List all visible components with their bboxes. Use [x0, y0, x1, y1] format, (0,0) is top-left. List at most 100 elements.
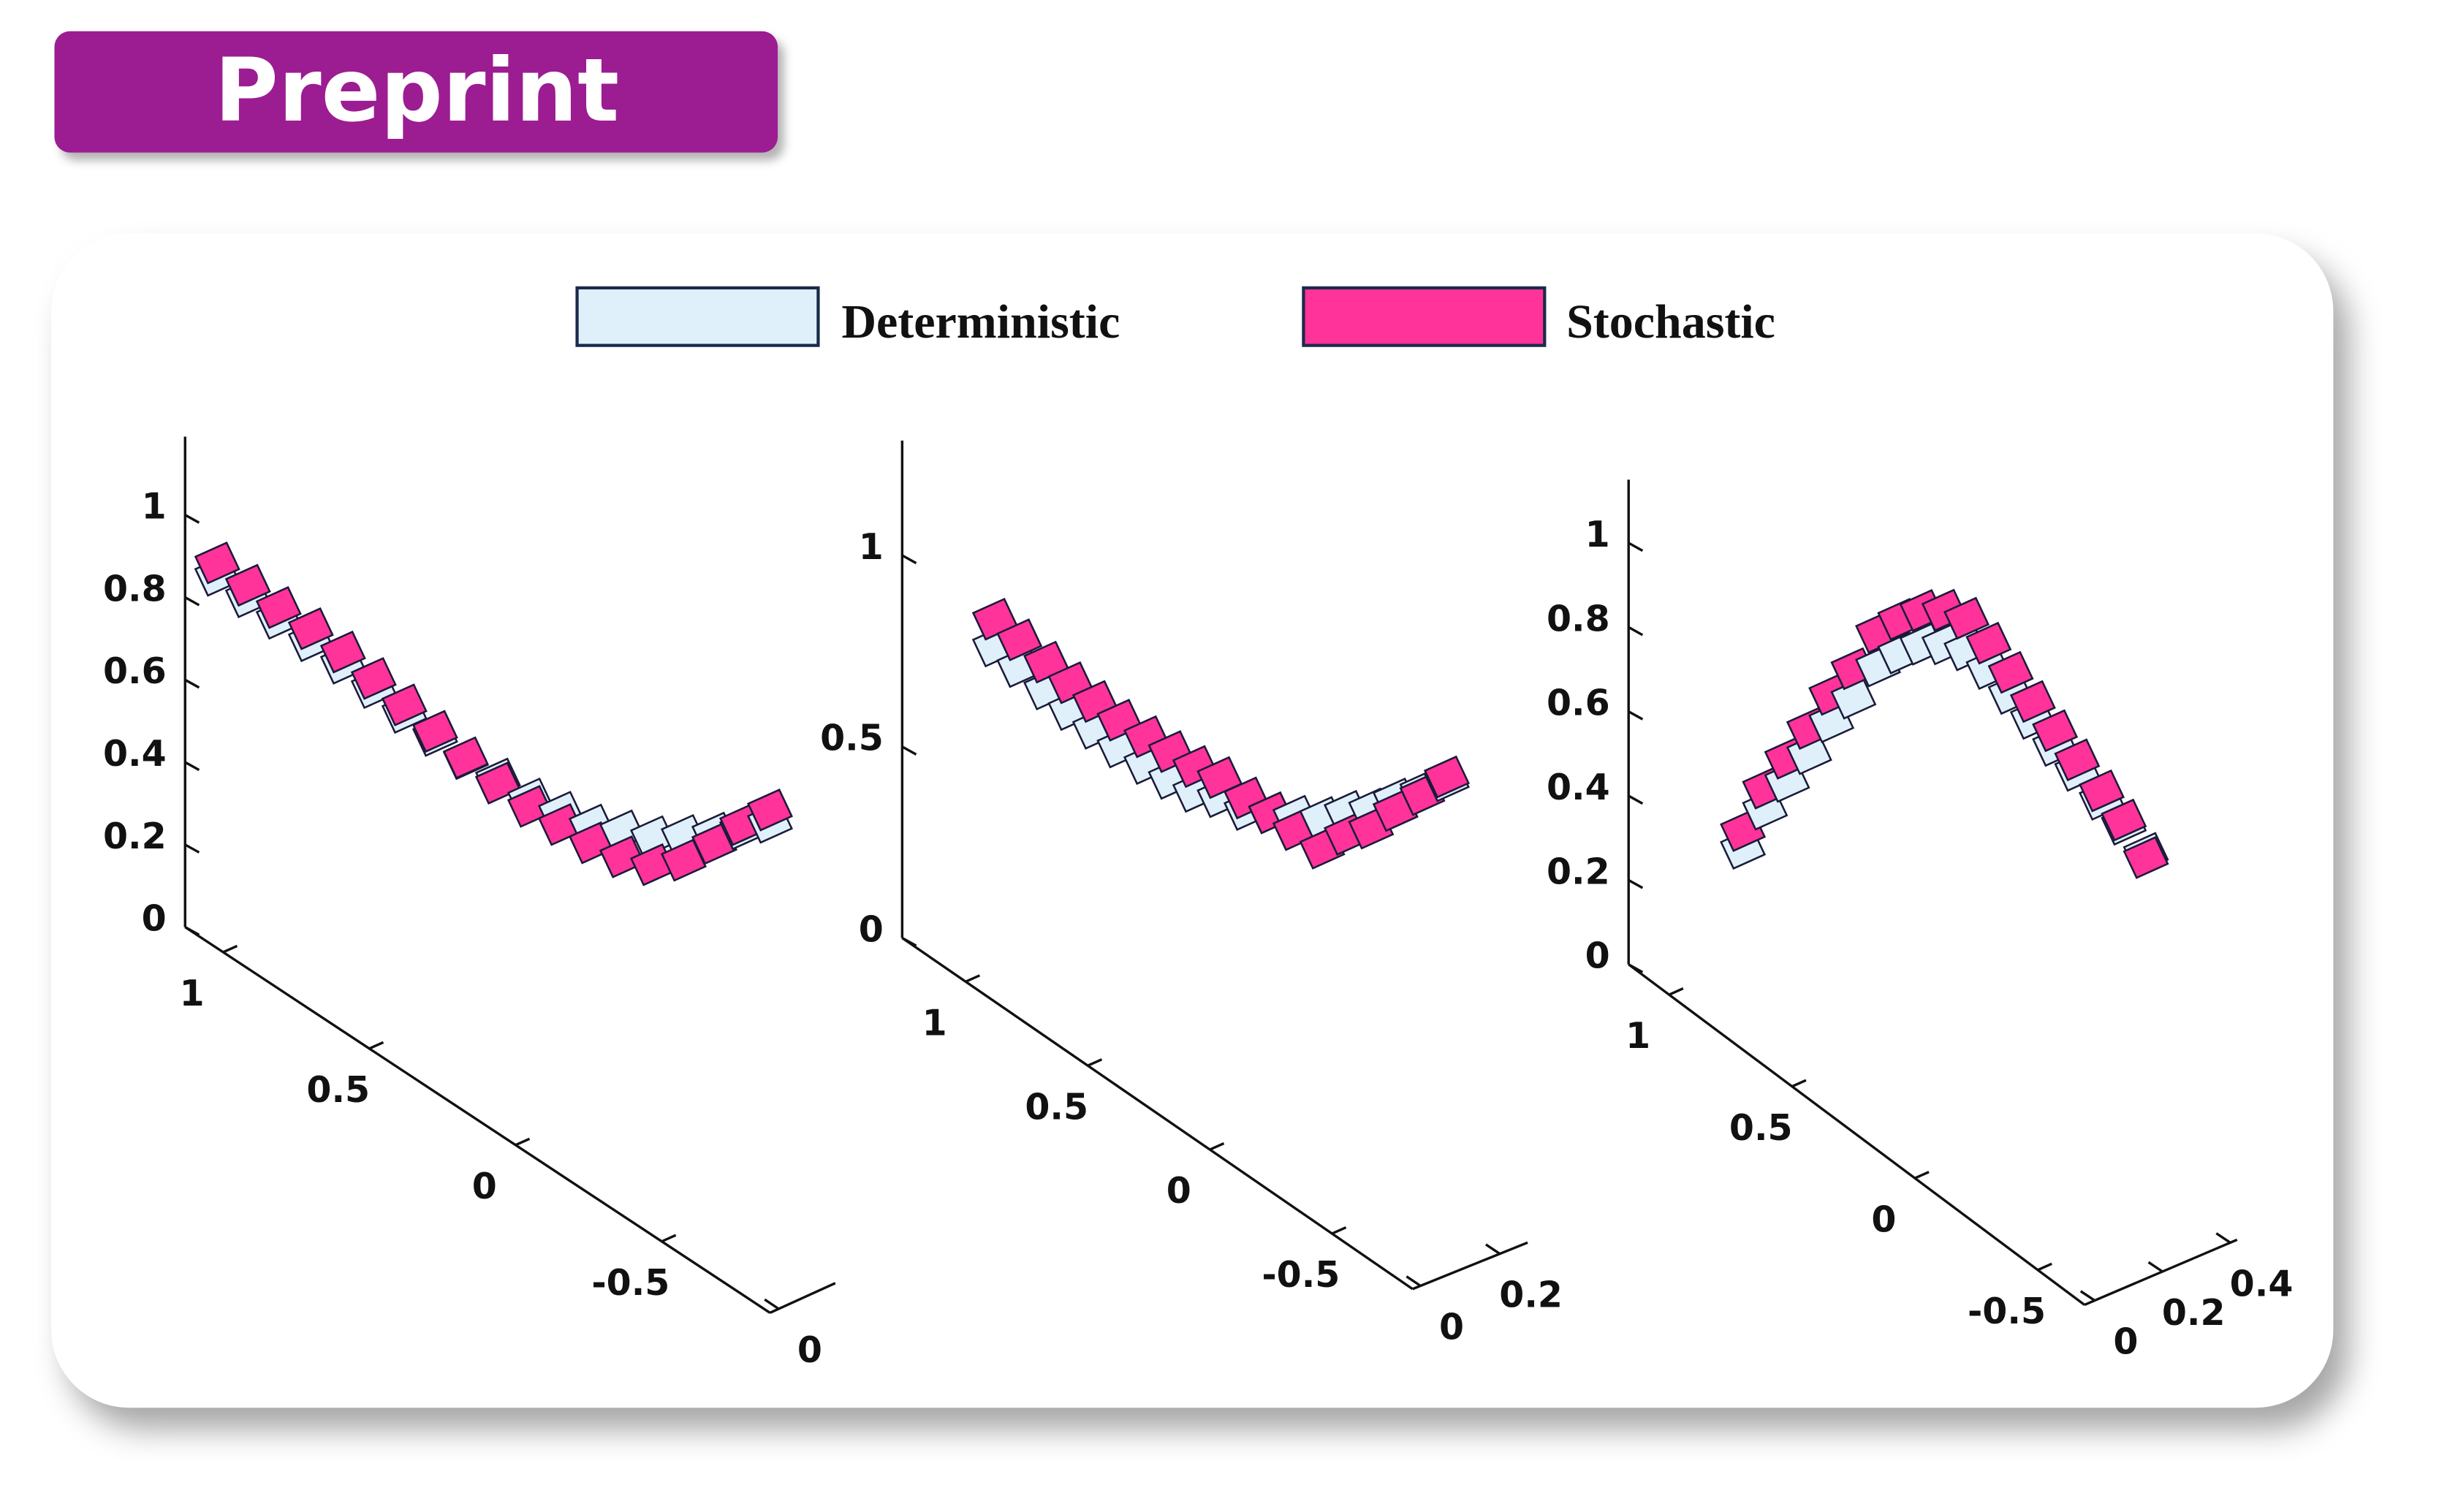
z-tick-label: 0.4	[1547, 767, 1610, 808]
x-tick-label: 0	[472, 1166, 497, 1207]
z-tick	[184, 843, 200, 854]
x-tick-label: 1	[1626, 1015, 1650, 1057]
x-tick	[1791, 1079, 1807, 1088]
x-tick-label: 0.5	[1729, 1107, 1793, 1149]
z-tick-label: 0.6	[103, 650, 167, 692]
square-marker	[442, 736, 489, 780]
x-tick-label: 1	[180, 973, 205, 1014]
legend-swatch	[1302, 286, 1547, 347]
z-tick	[1628, 878, 1644, 889]
square-marker	[660, 838, 707, 882]
legend-label: Stochastic	[1566, 294, 1775, 349]
x-tick-label: -0.5	[1968, 1291, 2046, 1332]
z-tick-label: 0.2	[1547, 851, 1610, 892]
z-tick	[1628, 626, 1644, 637]
badge-text: Preprint	[215, 40, 620, 142]
y-axis	[1412, 1241, 1528, 1291]
legend-swatch	[575, 286, 820, 347]
y-tick	[1406, 1275, 1422, 1287]
y-tick-label: 0.2	[2162, 1292, 2226, 1334]
x-tick	[1087, 1058, 1103, 1067]
y-tick-label: 0	[2113, 1321, 2138, 1363]
square-marker	[746, 789, 793, 832]
z-tick	[901, 745, 917, 756]
square-marker	[2078, 769, 2125, 813]
z-tick-label: 0.8	[103, 568, 167, 609]
y-tick-label: 0	[1439, 1307, 1464, 1348]
y-tick	[2147, 1261, 2163, 1273]
z-tick-label: 0.5	[820, 718, 884, 759]
legend-text: Deterministic	[841, 294, 1120, 349]
z-tick	[1628, 710, 1644, 721]
z-tick-label: 0.2	[103, 816, 167, 857]
x-tick	[368, 1041, 384, 1050]
x-tick-label: 0	[1167, 1170, 1191, 1212]
x-tick	[2037, 1262, 2052, 1272]
z-tick-label: 0	[1585, 935, 1610, 977]
y-tick	[1484, 1243, 1501, 1255]
z-tick-label: 1	[859, 526, 884, 568]
square-marker	[319, 630, 366, 674]
card	[51, 233, 2334, 1408]
z-tick-label: 0.4	[103, 733, 167, 775]
z-tick-label: 1	[142, 486, 167, 528]
square-marker	[194, 541, 240, 585]
x-tick	[1209, 1142, 1225, 1151]
y-tick-label: 0	[797, 1329, 822, 1371]
z-tick	[184, 514, 200, 524]
square-marker	[1987, 650, 2034, 694]
y-tick-label: 0.2	[1499, 1274, 1563, 1316]
z-tick	[901, 554, 917, 565]
legend-text: Stochastic	[1566, 294, 1775, 349]
z-tick	[184, 596, 200, 607]
square-marker	[255, 586, 302, 629]
x-tick	[1914, 1171, 1930, 1179]
square-marker	[224, 563, 271, 607]
z-tick-label: 1	[1585, 514, 1610, 555]
z-tick	[1628, 542, 1644, 552]
z-tick	[1628, 794, 1644, 805]
x-tick-label: 1	[922, 1002, 947, 1044]
square-marker	[350, 657, 397, 700]
y-tick	[764, 1298, 780, 1310]
x-tick	[515, 1137, 531, 1147]
z-tick	[184, 678, 200, 689]
x-tick	[1331, 1226, 1347, 1235]
square-marker	[996, 618, 1043, 661]
y-axis	[2084, 1238, 2238, 1307]
square-marker	[2101, 798, 2147, 842]
z-tick-label: 0	[142, 898, 167, 940]
x-tick-label: 0	[1871, 1198, 1896, 1240]
x-tick-label: 0.5	[1025, 1086, 1088, 1128]
square-marker	[381, 683, 428, 726]
square-marker	[2009, 680, 2056, 723]
x-tick	[661, 1234, 677, 1243]
square-marker	[2054, 738, 2101, 782]
y-tick-label: 0.4	[2230, 1263, 2294, 1304]
square-marker	[1943, 596, 1990, 640]
y-axis	[769, 1282, 836, 1314]
badge	[54, 31, 778, 153]
legend-label: Deterministic	[841, 294, 1120, 349]
square-marker	[2032, 709, 2079, 753]
z-tick	[1628, 963, 1644, 973]
x-tick	[222, 944, 238, 954]
z-tick	[184, 926, 200, 936]
square-marker	[1965, 621, 2012, 665]
z-tick-label: 0.6	[1547, 683, 1610, 724]
x-tick-label: 0.5	[306, 1069, 370, 1111]
x-tick-label: -0.5	[591, 1262, 670, 1304]
square-marker	[411, 710, 458, 753]
x-tick	[965, 974, 981, 983]
z-tick	[901, 937, 917, 947]
z-tick-label: 0	[859, 908, 884, 950]
square-marker	[2123, 836, 2169, 879]
z-tick-label: 0.8	[1547, 598, 1610, 639]
y-tick	[2079, 1290, 2095, 1302]
x-axis	[184, 926, 771, 1314]
square-marker	[1423, 755, 1470, 799]
x-tick-label: -0.5	[1262, 1254, 1340, 1296]
x-tick	[1669, 987, 1684, 996]
x-axis	[901, 937, 1414, 1291]
